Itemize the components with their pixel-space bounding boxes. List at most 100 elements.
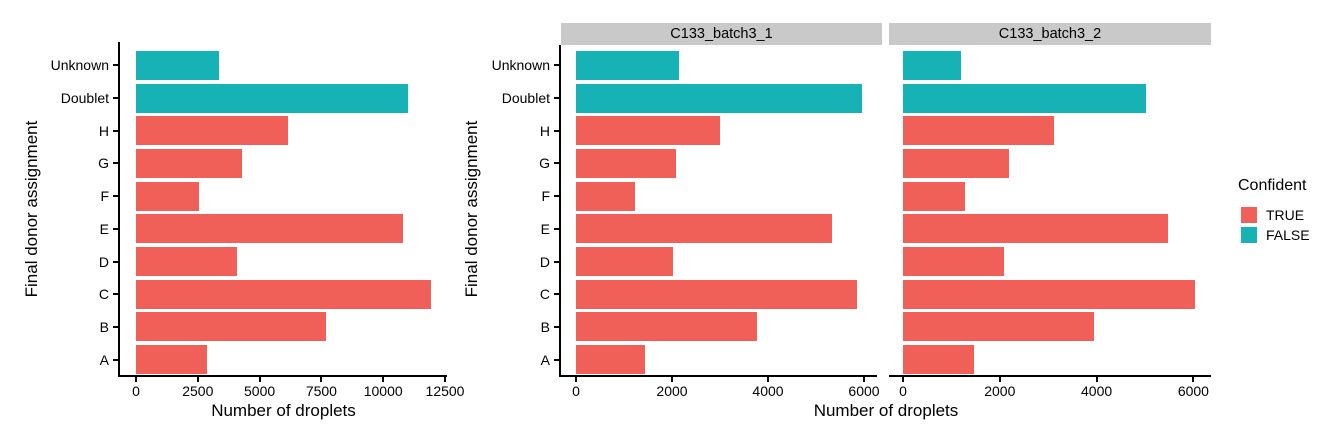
y-tick [554, 293, 559, 296]
x-tick [1095, 377, 1098, 382]
y-tick-label: B [99, 318, 109, 335]
y-tick-label: Unknown [491, 57, 550, 74]
x-tick-label: 4000 [752, 383, 784, 399]
x-tick [671, 377, 673, 382]
bar-C133_batch3_1-B [576, 312, 758, 342]
bar-C133_batch3_1-D [576, 247, 674, 276]
bar-C133_batch3_2-D [903, 247, 1005, 276]
y-tick-label: C [98, 286, 109, 303]
x-tick [1192, 377, 1195, 382]
bar-overall-B [136, 312, 327, 342]
bar-overall-H [136, 116, 289, 146]
bar-C133_batch3_1-A [576, 345, 646, 375]
y-tick [113, 227, 118, 230]
bar-overall-Doublet [136, 83, 408, 113]
y-tick [113, 293, 118, 296]
y-tick-label: D [539, 253, 550, 270]
legend-swatch-false-icon [1241, 227, 1257, 243]
y-tick [113, 195, 118, 198]
bar-overall-A [136, 345, 208, 375]
y-tick [113, 325, 118, 328]
y-tick [113, 97, 118, 99]
bar-C133_batch3_1-Unknown [576, 50, 680, 80]
y-tick-label: H [98, 122, 109, 139]
x-tick-label: 2000 [656, 383, 688, 399]
x-tick-label: 0 [572, 383, 580, 399]
legend: Confident TRUE FALSE [1238, 176, 1310, 245]
x-axis-line [118, 375, 447, 377]
x-tick [998, 377, 1001, 382]
bar-C133_batch3_1-F [576, 181, 636, 211]
y-axis-line [559, 45, 561, 377]
y-tick [113, 64, 118, 67]
bar-overall-F [136, 181, 199, 211]
x-tick-label: 7500 [305, 383, 337, 399]
x-tick-label: 5000 [244, 383, 276, 399]
x-tick-label: 2500 [182, 383, 214, 399]
x-tick-label: 0 [132, 383, 140, 399]
y-tick-label: A [540, 351, 550, 368]
bar-overall-D [136, 247, 238, 276]
bar-overall-C [136, 279, 431, 309]
bar-C133_batch3_1-C [576, 279, 857, 309]
y-tick [113, 162, 118, 165]
legend-item-true: TRUE [1238, 205, 1310, 225]
bar-C133_batch3_1-E [576, 214, 832, 244]
legend-swatch-true-icon [1241, 207, 1257, 223]
x-axis-line [889, 375, 1211, 377]
x-tick-label: 12500 [425, 383, 465, 399]
bar-overall-Unknown [136, 50, 219, 80]
y-tick [554, 260, 559, 263]
legend-title: Confident [1238, 177, 1307, 194]
bar-C133_batch3_2-F [903, 181, 966, 211]
bar-C133_batch3_2-H [903, 116, 1054, 146]
y-tick [554, 227, 559, 230]
y-axis-line [118, 42, 120, 377]
y-tick-label: F [541, 188, 550, 205]
y-tick-label: Unknown [50, 57, 109, 74]
legend-label-true: TRUE [1266, 207, 1305, 223]
y-tick-label: E [99, 220, 109, 237]
y-tick-label: Doublet [60, 90, 109, 106]
x-tick-label: 4000 [1081, 383, 1113, 399]
y-tick [554, 325, 559, 328]
x-tick [382, 377, 385, 382]
bar-C133_batch3_2-Doublet [903, 83, 1146, 113]
y-tick [113, 358, 118, 361]
x-tick-label: 6000 [848, 383, 880, 399]
x-axis-line [559, 375, 877, 377]
bar-overall-E [136, 214, 404, 244]
bar-C133_batch3_1-Doublet [576, 83, 862, 113]
x-tick [135, 377, 137, 382]
x-tick-label: 0 [899, 383, 907, 399]
bar-overall-G [136, 148, 242, 178]
x-tick [196, 377, 199, 382]
legend-label-false: FALSE [1266, 227, 1310, 243]
bar-C133_batch3_2-Unknown [903, 50, 961, 80]
x-tick [902, 377, 904, 382]
bar-C133_batch3_2-B [903, 312, 1094, 342]
y-tick [554, 64, 559, 67]
x-tick [258, 377, 261, 382]
y-tick-label: H [539, 122, 550, 139]
bar-C133_batch3_2-G [903, 148, 1009, 178]
legend-item-false: FALSE [1238, 225, 1310, 245]
facet-strip-1: C133_batch3_1 [561, 23, 882, 45]
y-tick-label: G [98, 155, 109, 172]
y-tick-label: F [100, 188, 109, 205]
y-tick-label: G [539, 155, 550, 172]
x-tick [575, 377, 577, 382]
x-tick-label: 6000 [1177, 383, 1209, 399]
y-tick-label: E [540, 220, 550, 237]
y-tick [554, 358, 559, 361]
bar-C133_batch3_2-E [903, 214, 1168, 244]
y-tick [113, 260, 118, 263]
bar-C133_batch3_1-H [576, 116, 720, 146]
y-tick [554, 97, 559, 99]
y-tick-label: D [98, 253, 109, 270]
x-tick [767, 377, 769, 382]
x-axis-title-left-chart: Number of droplets [211, 401, 356, 420]
y-tick [554, 195, 559, 198]
x-tick [444, 377, 446, 382]
